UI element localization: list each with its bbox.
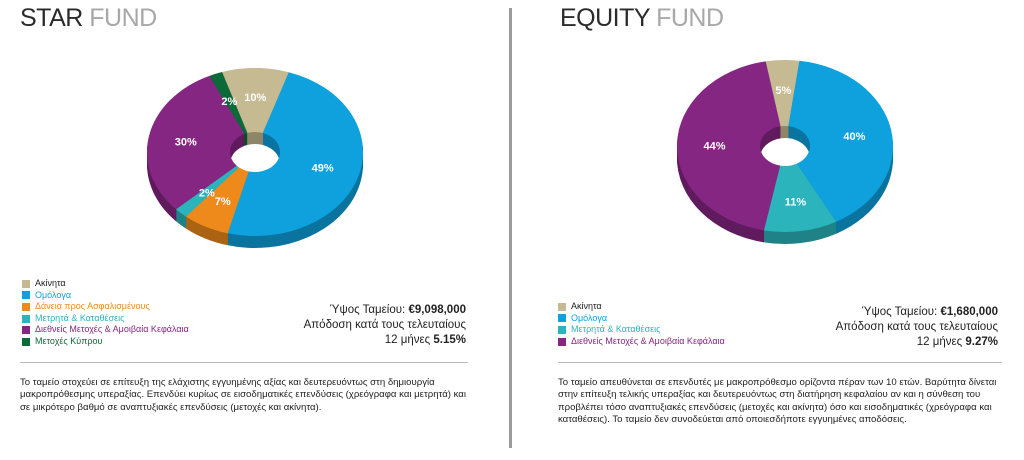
equity-fund-title: EQUITY FUND xyxy=(560,4,724,33)
legend-swatch xyxy=(22,314,30,323)
divider-line xyxy=(558,362,1002,363)
star-title-sub: FUND xyxy=(89,4,157,32)
fund-size-label: Ύψος Ταμείου: xyxy=(861,306,938,318)
legend-item: Μετρητά & Καταθέσεις xyxy=(22,313,189,325)
star-title-main: STAR xyxy=(20,4,83,32)
slice-label: 30% xyxy=(175,136,197,148)
return-period: 12 μήνες xyxy=(916,336,963,348)
legend-label: Μετρητά & Καταθέσεις xyxy=(35,312,125,323)
donut-slice xyxy=(147,75,245,210)
legend-label: Ομόλογα xyxy=(35,289,72,300)
fund-size-row: Ύψος Ταμείου: €9,098,000 xyxy=(250,303,466,318)
donut-slice xyxy=(677,61,781,231)
fund-size-value: €1,680,000 xyxy=(940,306,998,318)
slice-label: 49% xyxy=(312,163,334,175)
legend-swatch xyxy=(558,314,566,323)
donut-slice xyxy=(763,163,837,232)
star-description: Το ταμείο στοχεύει σε επίτευξη της ελάχι… xyxy=(20,377,466,413)
star-stats: Ύψος Ταμείου: €9,098,000 Απόδοση κατά το… xyxy=(250,303,466,348)
fund-size-row: Ύψος Ταμείου: €1,680,000 xyxy=(782,305,998,320)
slice-label: 10% xyxy=(244,92,266,104)
divider-line xyxy=(20,362,468,363)
legend-label: Διεθνείς Μετοχές & Αμοιβαία Κεφάλαια xyxy=(571,335,725,346)
legend-item: Μετρητά & Καταθέσεις xyxy=(558,324,725,336)
legend-item: Διεθνείς Μετοχές & Αμοιβαία Κεφάλαια xyxy=(558,336,725,348)
slice-label: 5% xyxy=(775,85,791,97)
return-period: 12 μήνες xyxy=(384,334,431,346)
legend-label: Δάνεια προς Ασφαλισμένους xyxy=(35,301,150,312)
legend-swatch xyxy=(22,302,30,311)
legend-swatch xyxy=(558,337,566,346)
legend-label: Ομόλογα xyxy=(571,312,608,323)
equity-fund-panel: EQUITY FUND 5% 40% 11% 44% Ακίνητα Ομόλογα … xyxy=(520,0,1024,460)
donut-slice xyxy=(175,165,239,217)
panel-divider xyxy=(509,8,512,448)
donut-slice xyxy=(227,72,364,237)
fund-size-value: €9,098,000 xyxy=(408,304,466,316)
legend-label: Διεθνείς Μετοχές & Αμοιβαία Κεφάλαια xyxy=(35,324,189,335)
return-value: 9.27% xyxy=(965,336,998,348)
equity-stats: Ύψος Ταμείου: €1,680,000 Απόδοση κατά το… xyxy=(782,305,998,350)
star-legend: Ακίνητα Ομόλογα Δάνεια προς Ασφαλισμένου… xyxy=(22,278,189,348)
star-fund-panel: STAR FUND 10% 49% 7% 30% 2% 2% Ακίνητα Ομόλογ… xyxy=(0,0,500,460)
donut-slice xyxy=(209,72,248,134)
legend-swatch xyxy=(558,302,566,311)
equity-title-main: EQUITY xyxy=(560,4,650,32)
return-label: Απόδοση κατά τους τελευταίους xyxy=(835,321,998,333)
equity-description: Το ταμείο απευθύνεται σε επενδυτές με μα… xyxy=(558,377,997,426)
legend-label: Μετρητά & Καταθέσεις xyxy=(571,324,661,335)
slice-label: 7% xyxy=(215,196,231,208)
slice-label: 44% xyxy=(703,141,725,153)
legend-item: Ομόλογα xyxy=(22,290,189,302)
donut-slice xyxy=(765,60,800,127)
legend-swatch xyxy=(558,325,566,334)
legend-label: Ακίνητα xyxy=(35,278,66,288)
return-value: 5.15% xyxy=(433,334,466,346)
legend-item: Ακίνητα xyxy=(558,301,725,313)
legend-label: Μετοχές Κύπρου xyxy=(35,335,103,346)
equity-legend: Ακίνητα Ομόλογα Μετρητά & Καταθέσεις Διε… xyxy=(558,301,725,347)
equity-fund-donut-chart: 5% 40% 11% 44% xyxy=(677,60,893,244)
legend-swatch xyxy=(22,337,30,346)
return-label: Απόδοση κατά τους τελευταίους xyxy=(303,319,466,331)
slice-label: 2% xyxy=(221,96,237,108)
legend-item: Ομόλογα xyxy=(558,313,725,325)
star-fund-donut-chart: 10% 49% 7% 30% 2% 2% xyxy=(147,68,364,249)
donut-slice xyxy=(788,60,893,222)
slice-label: 11% xyxy=(785,196,807,208)
legend-item: Μετοχές Κύπρου xyxy=(22,336,189,348)
legend-swatch xyxy=(22,291,30,300)
legend-item: Δάνεια προς Ασφαλισμένους xyxy=(22,301,189,313)
return-row: 12 μήνες 9.27% xyxy=(782,335,998,350)
legend-swatch xyxy=(22,279,30,288)
star-fund-title: STAR FUND xyxy=(20,4,157,33)
equity-title-sub: FUND xyxy=(656,4,724,32)
slice-label: 40% xyxy=(843,131,865,143)
donut-slice xyxy=(222,68,289,134)
legend-label: Ακίνητα xyxy=(571,301,602,311)
fund-size-label: Ύψος Ταμείου: xyxy=(329,304,406,316)
return-row: 12 μήνες 5.15% xyxy=(250,333,466,348)
slice-label: 2% xyxy=(199,188,215,200)
legend-item: Διεθνείς Μετοχές & Αμοιβαία Κεφάλαια xyxy=(22,324,189,336)
legend-swatch xyxy=(22,326,30,335)
donut-slice xyxy=(185,167,249,234)
legend-item: Ακίνητα xyxy=(22,278,189,290)
